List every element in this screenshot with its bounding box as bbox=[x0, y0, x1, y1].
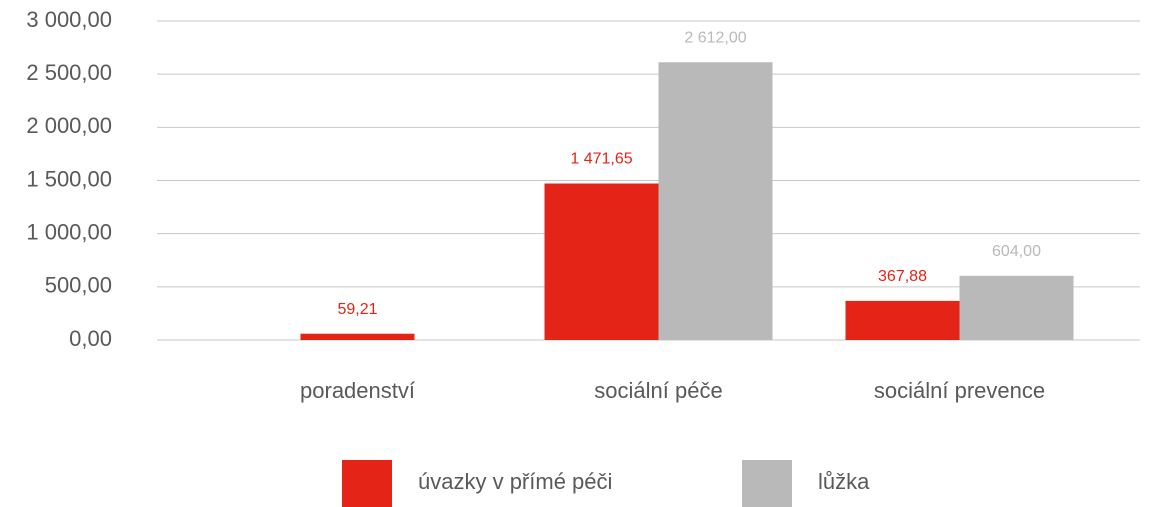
y-tick-label: 2 000,00 bbox=[26, 113, 112, 138]
y-tick-label: 1 500,00 bbox=[26, 166, 112, 191]
y-tick-label: 0,00 bbox=[69, 326, 112, 351]
bar bbox=[959, 275, 1074, 340]
x-tick-label: sociální prevence bbox=[874, 378, 1045, 403]
bar bbox=[658, 62, 773, 341]
legend-label: lůžka bbox=[818, 469, 870, 494]
data-label: 1 471,65 bbox=[570, 151, 632, 168]
bar bbox=[544, 183, 659, 340]
y-tick-label: 2 500,00 bbox=[26, 60, 112, 85]
data-label: 367,88 bbox=[878, 268, 927, 285]
legend-label: úvazky v přímé péči bbox=[418, 469, 612, 494]
x-tick-label: sociální péče bbox=[594, 378, 722, 403]
y-tick-label: 500,00 bbox=[45, 273, 112, 298]
bar bbox=[845, 300, 960, 340]
legend-swatch bbox=[742, 460, 792, 507]
data-label: 604,00 bbox=[992, 243, 1041, 260]
y-tick-label: 3 000,00 bbox=[26, 7, 112, 32]
data-label: 2 612,00 bbox=[684, 29, 746, 46]
bar bbox=[300, 333, 415, 340]
legend-swatch bbox=[342, 460, 392, 507]
y-tick-label: 1 000,00 bbox=[26, 219, 112, 244]
x-tick-label: poradenství bbox=[300, 378, 415, 403]
data-label: 59,21 bbox=[337, 301, 377, 318]
